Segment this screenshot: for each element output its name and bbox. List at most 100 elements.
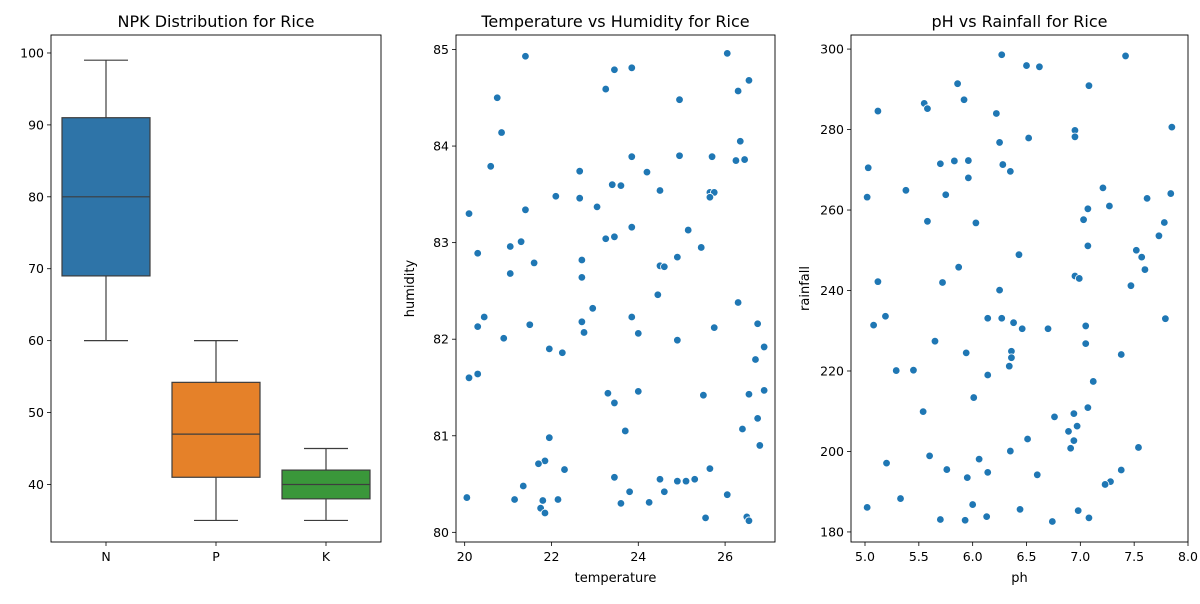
data-point [723,49,732,58]
data-point [1069,409,1079,418]
data-point [644,498,654,507]
data-point [1134,443,1143,452]
data-point [516,237,526,246]
data-point [575,194,584,203]
data-point [705,193,715,202]
data-point [673,476,682,486]
data-point [759,386,769,395]
data-point [1081,339,1090,348]
data-point [1089,377,1098,386]
y-axis-label: rainfall [798,266,813,311]
data-point [710,323,719,332]
data-point [601,234,610,243]
data-point [707,152,717,161]
data-point [738,424,747,434]
data-point [464,373,474,383]
data-point [971,218,981,228]
data-point [962,348,971,358]
data-point [642,167,652,177]
data-point [982,512,991,521]
data-point [616,499,626,508]
data-point [1022,61,1031,70]
data-point [608,180,617,189]
data-point [660,262,669,271]
data-point [577,255,587,265]
box-P [171,340,261,522]
iqr-box [171,381,261,478]
data-point [997,50,1006,59]
data-point [751,355,760,364]
data-point [558,348,567,357]
data-point [744,516,754,525]
data-point [869,320,878,330]
data-point [521,52,530,61]
y-tick-label: 83 [433,235,449,250]
data-point [553,495,563,504]
data-point [701,513,710,523]
data-point [655,475,665,484]
x-tick-label: 5.5 [909,549,929,564]
data-point [959,95,969,104]
data-point [1005,361,1014,371]
data-point [690,475,699,484]
data-point [473,322,482,331]
data-point [968,500,977,509]
data-point [634,329,643,338]
data-point [873,277,883,286]
data-point [1167,122,1177,132]
axes-frame [455,34,776,543]
data-point [1083,403,1093,412]
data-point [881,312,890,321]
data-point [892,366,901,375]
data-point [525,320,534,329]
data-point [1083,241,1093,251]
data-point [998,160,1008,169]
data-point [950,156,959,166]
data-point [1014,250,1024,259]
data-point [473,249,482,258]
data-point [538,496,548,505]
data-point [493,93,502,102]
data-point [744,76,754,85]
data-point [1070,132,1080,142]
data-point [540,508,550,518]
data-point [901,186,911,195]
data-point [974,454,984,464]
y-tick-label: 40 [28,477,44,492]
data-point [464,209,474,218]
data-point [1166,189,1175,198]
data-point [1117,350,1126,359]
data-point [592,202,602,212]
data-point [997,314,1006,323]
data-point [697,243,706,252]
data-point [673,335,682,345]
data-point [521,205,530,214]
y-tick-label: 81 [433,428,449,443]
x-tick-label: 5.0 [855,549,875,564]
data-point [923,217,932,226]
data-point [733,298,743,307]
data-point [1079,215,1088,224]
axes-frame [50,34,382,543]
data-point [497,128,506,137]
data-point [1161,314,1170,323]
data-point [983,370,992,380]
data-point [983,314,992,323]
data-point [627,312,636,322]
data-point [1033,470,1042,480]
data-point [1015,505,1025,514]
y-tick-label: 50 [28,405,44,420]
chart-ph-rainfall: 5.0 5.5 6.0 6.5 7.0 7.5 8.0 180 200 220 240 260 280 3… [798,12,1198,586]
data-point [1100,480,1110,489]
data-point [627,152,636,161]
y-tick-label: 300 [820,42,844,57]
data-point [577,317,587,327]
data-point [610,232,619,242]
data-point [473,369,482,379]
y-tick-label: 260 [820,203,844,218]
data-point [625,487,634,496]
data-point [681,476,691,486]
data-point [1023,434,1032,444]
data-point [675,95,684,104]
